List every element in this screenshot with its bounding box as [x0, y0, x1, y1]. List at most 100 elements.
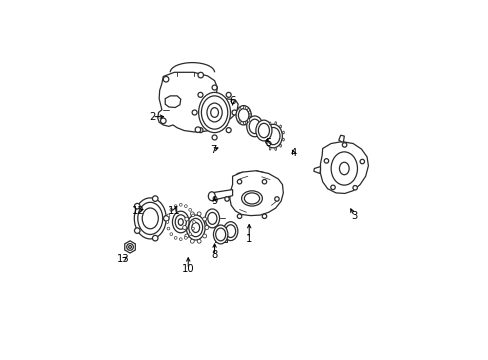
Circle shape	[184, 237, 187, 239]
Ellipse shape	[148, 216, 152, 221]
Text: 1: 1	[245, 234, 252, 244]
Ellipse shape	[223, 222, 237, 240]
Circle shape	[204, 226, 208, 229]
Ellipse shape	[279, 144, 281, 147]
Circle shape	[179, 203, 182, 206]
Text: 3: 3	[351, 211, 357, 221]
Ellipse shape	[241, 191, 262, 206]
Text: 5: 5	[265, 138, 271, 148]
Ellipse shape	[175, 215, 186, 229]
Ellipse shape	[201, 96, 227, 129]
Text: 12: 12	[132, 206, 144, 216]
Circle shape	[262, 214, 266, 219]
Polygon shape	[158, 72, 238, 132]
Ellipse shape	[215, 228, 225, 241]
Circle shape	[274, 197, 279, 201]
Ellipse shape	[239, 120, 241, 123]
Ellipse shape	[207, 212, 217, 224]
Circle shape	[126, 244, 133, 250]
Circle shape	[342, 143, 346, 147]
Text: 11: 11	[168, 206, 181, 216]
Circle shape	[170, 208, 172, 211]
Circle shape	[191, 214, 194, 217]
Ellipse shape	[274, 122, 276, 125]
Ellipse shape	[282, 131, 284, 134]
Circle shape	[226, 128, 231, 132]
Circle shape	[188, 208, 191, 211]
Ellipse shape	[249, 119, 260, 134]
Circle shape	[212, 135, 217, 140]
Ellipse shape	[269, 147, 270, 150]
Polygon shape	[320, 141, 367, 193]
Ellipse shape	[274, 148, 276, 150]
Ellipse shape	[186, 215, 205, 240]
Circle shape	[184, 234, 188, 238]
Circle shape	[191, 227, 194, 230]
Polygon shape	[211, 190, 232, 200]
Polygon shape	[165, 96, 181, 108]
Text: 7: 7	[209, 145, 216, 155]
Circle shape	[167, 227, 169, 230]
Circle shape	[237, 180, 241, 184]
Circle shape	[197, 239, 201, 243]
Circle shape	[190, 239, 194, 243]
Ellipse shape	[258, 123, 269, 138]
Circle shape	[192, 221, 195, 223]
Circle shape	[160, 118, 166, 123]
Circle shape	[128, 246, 131, 248]
Ellipse shape	[172, 211, 189, 233]
Ellipse shape	[191, 222, 199, 233]
Text: 10: 10	[182, 264, 194, 274]
Circle shape	[203, 234, 206, 238]
Ellipse shape	[206, 103, 222, 122]
Ellipse shape	[330, 152, 357, 185]
Ellipse shape	[282, 138, 284, 141]
Circle shape	[324, 159, 328, 163]
Circle shape	[359, 159, 364, 164]
Circle shape	[224, 197, 229, 201]
Circle shape	[184, 205, 187, 207]
Ellipse shape	[188, 219, 202, 237]
Ellipse shape	[243, 121, 245, 125]
Text: 13: 13	[117, 255, 129, 264]
Circle shape	[262, 180, 266, 184]
Polygon shape	[124, 241, 135, 253]
Ellipse shape	[339, 162, 348, 175]
Ellipse shape	[239, 107, 241, 111]
Circle shape	[188, 233, 191, 235]
Ellipse shape	[178, 219, 183, 225]
Ellipse shape	[210, 108, 218, 117]
Circle shape	[203, 217, 206, 221]
Circle shape	[134, 203, 140, 209]
Circle shape	[174, 205, 177, 207]
Ellipse shape	[145, 212, 155, 225]
Polygon shape	[313, 167, 320, 174]
Ellipse shape	[247, 108, 249, 112]
Ellipse shape	[213, 225, 227, 244]
Text: 9: 9	[211, 196, 217, 206]
Ellipse shape	[138, 202, 163, 234]
Ellipse shape	[279, 125, 281, 128]
Circle shape	[166, 221, 168, 223]
Ellipse shape	[208, 192, 215, 201]
Ellipse shape	[142, 208, 158, 229]
Circle shape	[212, 85, 217, 90]
Circle shape	[198, 128, 203, 132]
Circle shape	[179, 238, 182, 240]
Ellipse shape	[244, 193, 259, 204]
Text: 2: 2	[149, 112, 155, 122]
Circle shape	[330, 185, 335, 190]
Circle shape	[152, 196, 158, 201]
Circle shape	[192, 110, 197, 115]
Circle shape	[237, 214, 241, 219]
Text: 8: 8	[211, 250, 217, 260]
Circle shape	[170, 233, 172, 235]
Ellipse shape	[255, 120, 271, 141]
Ellipse shape	[198, 93, 230, 132]
Circle shape	[163, 216, 169, 221]
Ellipse shape	[264, 124, 282, 148]
Circle shape	[167, 214, 169, 217]
Circle shape	[198, 72, 203, 78]
Circle shape	[184, 217, 188, 221]
Circle shape	[232, 110, 237, 115]
